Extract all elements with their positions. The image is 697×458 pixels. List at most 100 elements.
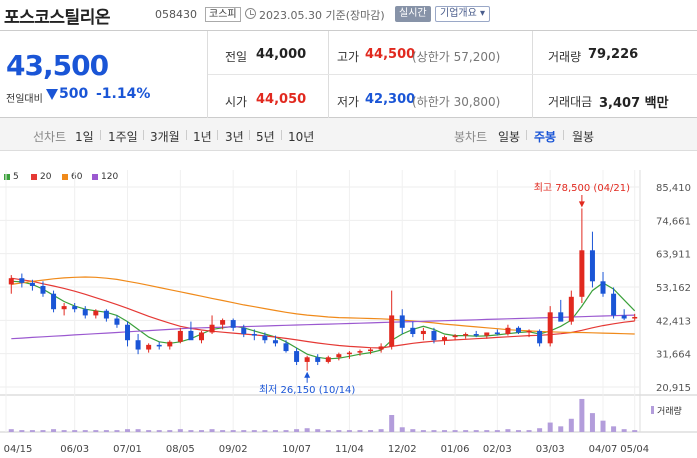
volume-bar bbox=[463, 430, 469, 432]
tab-daily[interactable]: 일봉 bbox=[498, 130, 521, 144]
tab-monthly[interactable]: 월봉 bbox=[572, 130, 595, 144]
candle-body bbox=[611, 293, 617, 316]
market-badge: 코스피 bbox=[205, 7, 241, 22]
tab-1y[interactable]: 1년 bbox=[193, 130, 212, 144]
legend-swatch-ma20 bbox=[31, 174, 37, 180]
corp-overview-dropdown[interactable]: 기업개요 ▾ bbox=[435, 6, 490, 22]
candle-body bbox=[220, 320, 226, 325]
high-label: 고가 bbox=[337, 50, 360, 64]
ma-line-20 bbox=[11, 277, 635, 349]
legend-swatch-ma60 bbox=[62, 174, 68, 180]
tab-3m[interactable]: 3개월 bbox=[150, 130, 180, 144]
base-date: 2023.05.30 기준(장마감) bbox=[259, 9, 385, 22]
clock-icon bbox=[245, 8, 256, 19]
x-tick-label: 03/03 bbox=[536, 444, 565, 455]
stock-header: 포스코스틸리온 058430 코스피 2023.05.30 기준(장마감) 실시… bbox=[0, 0, 697, 30]
volume-bar bbox=[368, 430, 374, 432]
candle-body bbox=[40, 285, 46, 294]
volume-legend-swatch bbox=[651, 406, 654, 414]
y-tick-label: 31,664 bbox=[656, 350, 691, 361]
volume-bar bbox=[304, 428, 310, 432]
candle-body bbox=[336, 354, 342, 358]
volume-bar bbox=[632, 430, 638, 432]
volume-bar bbox=[294, 429, 300, 432]
candle-body bbox=[399, 315, 405, 328]
tab-divider bbox=[143, 130, 144, 140]
open-value: 44,050 bbox=[256, 92, 307, 107]
candle-body bbox=[135, 340, 141, 350]
tab-1d[interactable]: 1일 bbox=[75, 130, 94, 144]
low-value: 42,300 bbox=[365, 92, 416, 107]
volume-bar bbox=[135, 429, 141, 432]
tab-weekly[interactable]: 주봉 bbox=[534, 130, 557, 144]
volume-bar bbox=[209, 429, 215, 432]
volume-bar bbox=[325, 430, 331, 432]
candle-body bbox=[346, 352, 352, 355]
candle-body bbox=[547, 312, 553, 344]
tab-divider bbox=[249, 130, 250, 140]
high-arrowhead bbox=[578, 201, 585, 208]
open-label: 시가 bbox=[225, 95, 248, 109]
candle-body bbox=[589, 250, 595, 282]
candle-body bbox=[125, 324, 131, 341]
y-tick-label: 85,410 bbox=[656, 183, 691, 194]
tab-divider bbox=[281, 130, 282, 140]
y-tick-label: 20,915 bbox=[656, 383, 691, 394]
candle-body bbox=[283, 343, 289, 352]
x-tick-label: 06/03 bbox=[60, 444, 89, 455]
tab-5y[interactable]: 5년 bbox=[256, 130, 275, 144]
candle-body bbox=[579, 250, 585, 297]
down-arrow-icon bbox=[46, 89, 58, 100]
candle-body bbox=[82, 309, 88, 316]
y-tick-label: 63,911 bbox=[656, 250, 691, 261]
candle-body bbox=[8, 278, 14, 285]
volume-bar bbox=[272, 430, 278, 432]
candle-body bbox=[51, 293, 57, 310]
prev-close-value: 44,000 bbox=[256, 47, 307, 62]
divider bbox=[207, 31, 208, 118]
candle-body bbox=[156, 344, 162, 347]
volume-bar bbox=[188, 430, 194, 432]
tab-3y[interactable]: 3년 bbox=[225, 130, 244, 144]
tab-divider bbox=[217, 130, 218, 140]
x-tick-label: 05/04 bbox=[620, 444, 649, 455]
candle-body bbox=[357, 351, 363, 353]
trade-amount-value: 3,407 백만 bbox=[599, 96, 669, 111]
candle-body bbox=[442, 337, 448, 341]
candle-body bbox=[114, 318, 120, 325]
y-tick-label: 42,413 bbox=[656, 316, 691, 327]
tab-10y[interactable]: 10년 bbox=[288, 130, 315, 144]
realtime-button[interactable]: 실시간 bbox=[395, 6, 431, 22]
volume-bar bbox=[156, 430, 162, 432]
candle-body bbox=[558, 312, 564, 322]
candle-body bbox=[568, 296, 574, 322]
stock-code: 058430 bbox=[155, 8, 197, 21]
volume-bar bbox=[526, 430, 532, 432]
x-tick-label: 07/01 bbox=[113, 444, 142, 455]
volume-bar bbox=[442, 430, 448, 432]
volume-bar bbox=[29, 430, 35, 432]
weekly-candle-chart[interactable]: 85,410 74,661 63,911 53,162 42,413 31,664 20,9… bbox=[0, 170, 697, 458]
volume-bar bbox=[378, 429, 384, 432]
candle-body bbox=[494, 332, 500, 335]
prev-close-label: 전일 bbox=[225, 50, 248, 64]
x-tick-label: 08/05 bbox=[166, 444, 195, 455]
tab-1w[interactable]: 1주일 bbox=[108, 130, 138, 144]
stock-name: 포스코스틸리온 bbox=[4, 8, 110, 28]
volume-bar bbox=[484, 430, 490, 432]
volume-bar bbox=[125, 429, 131, 432]
candle-body bbox=[325, 357, 331, 362]
volume-bar bbox=[114, 430, 120, 432]
volume-bar bbox=[420, 430, 426, 432]
volume-bar bbox=[241, 430, 247, 432]
candle-body bbox=[241, 327, 247, 335]
volume-bar bbox=[515, 430, 521, 432]
candle-body bbox=[93, 310, 99, 316]
candle-body bbox=[368, 349, 374, 352]
candle-body bbox=[188, 330, 194, 341]
volume-bar bbox=[51, 429, 57, 432]
divider bbox=[208, 74, 697, 75]
candle-body bbox=[251, 334, 257, 336]
candle-chart-label: 봉차트 bbox=[454, 130, 488, 144]
volume-bar bbox=[19, 430, 25, 432]
